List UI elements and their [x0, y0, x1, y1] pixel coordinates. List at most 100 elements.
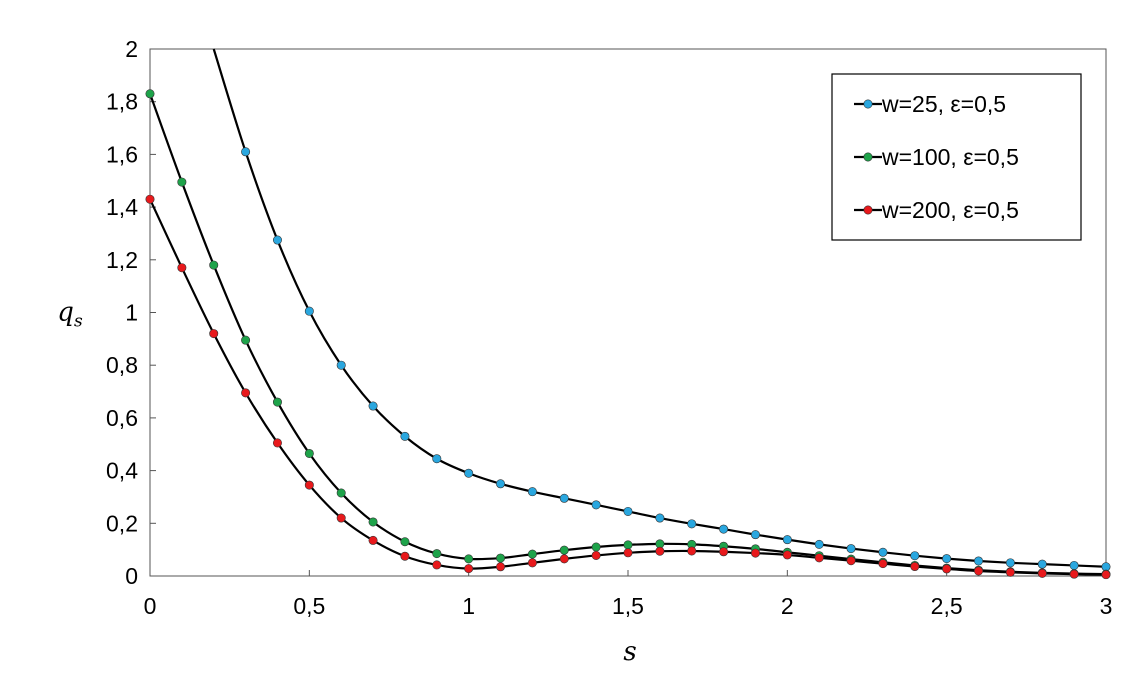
data-point [1005, 567, 1015, 577]
data-point [464, 554, 474, 564]
data-point [750, 548, 760, 558]
data-point [878, 559, 888, 569]
data-point [942, 554, 952, 564]
data-point [846, 556, 856, 566]
data-point [272, 397, 282, 407]
x-axis-ticks: 0 0,5 1 1,5 2 2,5 3 [144, 570, 1113, 619]
data-point [304, 480, 314, 490]
data-point [527, 549, 537, 559]
data-point [304, 448, 314, 458]
data-point [209, 260, 219, 270]
data-point [591, 542, 601, 552]
data-point [942, 564, 952, 574]
data-point [145, 194, 155, 204]
data-point [145, 89, 155, 99]
data-point [464, 468, 474, 478]
data-point [241, 335, 251, 345]
data-point [241, 388, 251, 398]
data-point [496, 479, 506, 489]
data-point [750, 530, 760, 540]
data-point [782, 550, 792, 560]
x-tick-label: 2 [781, 593, 794, 619]
data-point [209, 329, 219, 339]
data-point [336, 488, 346, 498]
data-point [1069, 569, 1079, 579]
series-line-3 [149, 198, 1107, 576]
y-axis-ticks: 0 0,2 0,4 0,6 0,8 1 1,2 1,4 1,6 1,8 2 [106, 36, 156, 589]
data-point [432, 560, 442, 570]
data-point [368, 517, 378, 527]
data-point [559, 545, 569, 555]
data-point [910, 562, 920, 572]
x-tick-label: 1 [462, 593, 475, 619]
y-tick-label: 0,2 [106, 510, 138, 536]
x-tick-label: 0 [144, 593, 157, 619]
data-point [177, 263, 187, 273]
y-tick-label: 0 [125, 563, 138, 589]
y-tick-label: 1,4 [106, 194, 138, 220]
data-point [878, 547, 888, 557]
data-point [655, 546, 665, 556]
legend-marker [863, 99, 873, 109]
data-point [559, 554, 569, 564]
data-point [527, 487, 537, 497]
data-point [655, 513, 665, 523]
data-point [304, 306, 314, 316]
y-tick-label: 1,8 [106, 89, 138, 115]
y-axis-title-sub: s [74, 312, 83, 332]
data-point [591, 500, 601, 510]
y-tick-label: 0,4 [106, 458, 138, 484]
data-point [400, 431, 410, 441]
data-point [559, 493, 569, 503]
y-tick-label: 1,6 [106, 141, 138, 167]
y-tick-label: 0,8 [106, 352, 138, 378]
data-point [1037, 559, 1047, 569]
y-tick-label: 1 [125, 300, 138, 326]
data-point [1037, 568, 1047, 578]
data-point [432, 454, 442, 464]
data-point [814, 553, 824, 563]
data-point [719, 547, 729, 557]
x-tick-label: 2,5 [931, 593, 963, 619]
data-point [400, 537, 410, 547]
data-point [432, 549, 442, 559]
x-tick-label: 3 [1100, 593, 1113, 619]
data-point [1005, 558, 1015, 568]
legend-label: w=25, ε=0,5 [881, 91, 1006, 117]
data-point [591, 550, 601, 560]
data-point [368, 535, 378, 545]
data-point [687, 519, 697, 529]
legend-marker [863, 152, 873, 162]
y-tick-label: 0,6 [106, 405, 138, 431]
y-tick-label: 2 [125, 36, 138, 62]
data-point [496, 553, 506, 563]
data-point [623, 548, 633, 558]
data-point [272, 235, 282, 245]
data-point [974, 556, 984, 566]
legend-marker [863, 205, 873, 215]
data-point [241, 147, 251, 157]
x-axis-title: s [623, 637, 636, 667]
series-points [145, 89, 1111, 580]
data-point [687, 546, 697, 556]
data-point [846, 544, 856, 554]
legend-label: w=200, ε=0,5 [881, 197, 1019, 223]
data-point [464, 564, 474, 574]
data-point [400, 551, 410, 561]
data-point [782, 535, 792, 545]
legend-label: w=100, ε=0,5 [881, 144, 1019, 170]
y-axis-title-main: q [57, 298, 74, 328]
data-point [177, 177, 187, 187]
data-point [719, 524, 729, 534]
data-point [623, 506, 633, 516]
x-tick-label: 1,5 [612, 593, 644, 619]
legend: w=25, ε=0,5 w=100, ε=0,5 w=200, ε=0,5 [831, 73, 1082, 241]
y-axis-title: qs [57, 298, 83, 332]
data-point [910, 551, 920, 561]
data-point [623, 540, 633, 550]
data-point [1069, 560, 1079, 570]
data-point [336, 513, 346, 523]
data-point [974, 566, 984, 576]
data-point [527, 558, 537, 568]
